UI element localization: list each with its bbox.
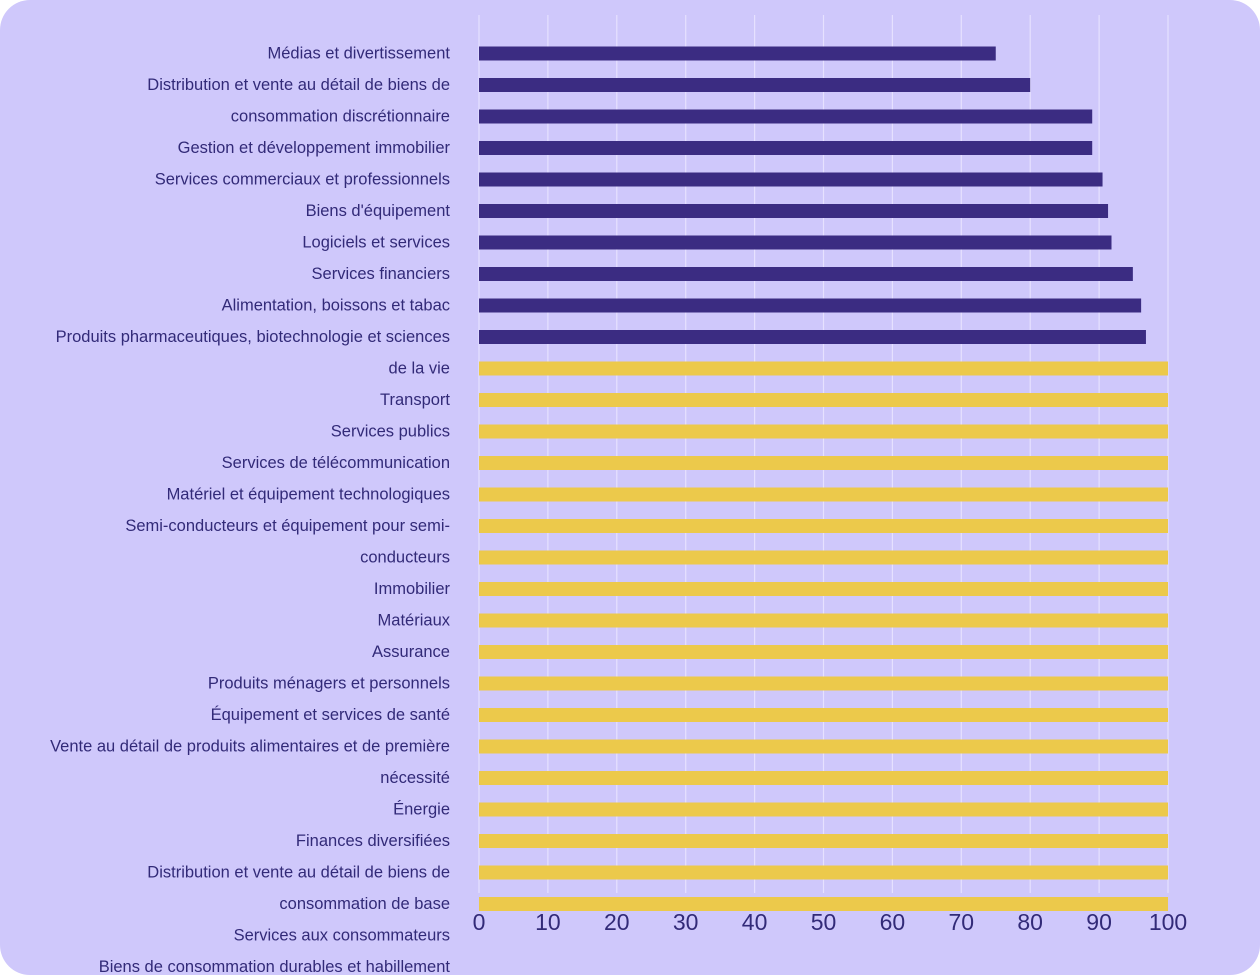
bar-11 <box>479 393 1168 407</box>
bar-15 <box>479 519 1168 533</box>
category-label-12: Services publics <box>331 423 450 441</box>
bar-24 <box>479 802 1168 817</box>
bar-4 <box>479 172 1103 187</box>
category-label-4: Services commerciaux et professionnels <box>155 171 450 189</box>
category-label-9: Produits pharmaceutiques, biotechnologie… <box>56 328 450 346</box>
bar-13 <box>479 456 1168 470</box>
x-tick-label-5: 50 <box>811 909 837 935</box>
bar-27 <box>479 897 1168 911</box>
category-label-18: Matériaux <box>378 612 451 630</box>
category-label-3: Gestion et développement immobilier <box>178 139 451 157</box>
category-label-8: Alimentation, boissons et tabac <box>222 297 450 315</box>
x-tick-label-3: 30 <box>673 909 699 935</box>
bar-20 <box>479 676 1168 691</box>
category-label-17: Immobilier <box>374 580 451 598</box>
x-tick-label-1: 10 <box>535 909 561 935</box>
bar-10 <box>479 361 1168 376</box>
category-label-23: nécessité <box>380 769 450 787</box>
bar-8 <box>479 298 1142 313</box>
category-label-11: Transport <box>380 391 450 409</box>
bar-18 <box>479 613 1168 628</box>
category-label-13: Services de télécommunication <box>222 454 450 472</box>
bar-25 <box>479 834 1168 848</box>
category-label-14: Matériel et équipement technologiques <box>167 486 450 504</box>
bar-23 <box>479 771 1168 785</box>
bar-5 <box>479 204 1109 218</box>
category-label-7: Services financiers <box>312 265 450 283</box>
category-label-2: consommation discrétionnaire <box>231 108 450 126</box>
bar-6 <box>479 235 1112 250</box>
category-label-26: Distribution et vente au détail de biens… <box>147 864 450 882</box>
bar-26 <box>479 865 1168 880</box>
bar-17 <box>479 582 1168 596</box>
bar-1 <box>479 78 1031 92</box>
x-tick-label-7: 70 <box>949 909 975 935</box>
bar-16 <box>479 550 1168 565</box>
category-label-25: Finances diversifiées <box>296 832 450 850</box>
bar-3 <box>479 141 1093 155</box>
category-label-22: Vente au détail de produits alimentaires… <box>50 738 450 756</box>
bar-2 <box>479 109 1093 124</box>
category-label-15: Semi-conducteurs et équipement pour semi… <box>125 517 450 535</box>
x-tick-label-8: 80 <box>1017 909 1043 935</box>
category-label-5: Biens d'équipement <box>306 202 451 220</box>
category-label-19: Assurance <box>372 643 450 661</box>
category-label-0: Médias et divertissement <box>268 45 451 63</box>
category-label-24: Énergie <box>393 800 450 819</box>
bar-19 <box>479 645 1168 659</box>
category-label-6: Logiciels et services <box>302 234 450 252</box>
category-label-1: Distribution et vente au détail de biens… <box>147 76 450 94</box>
category-label-27: consommation de base <box>279 895 450 913</box>
x-tick-label-2: 20 <box>604 909 630 935</box>
bar-0 <box>479 46 996 61</box>
x-tick-label-9: 90 <box>1086 909 1112 935</box>
category-label-21: Équipement et services de santé <box>211 705 450 724</box>
bar-7 <box>479 267 1133 281</box>
category-label-28: Services aux consommateurs <box>234 927 450 945</box>
x-tick-label-4: 40 <box>742 909 768 935</box>
bar-14 <box>479 487 1168 502</box>
category-label-29: Biens de consommation durables et habill… <box>99 958 451 975</box>
category-label-16: conducteurs <box>360 549 450 567</box>
x-tick-label-10: 100 <box>1149 909 1187 935</box>
category-label-10: de la vie <box>389 360 450 378</box>
x-tick-label-0: 0 <box>473 909 486 935</box>
bar-21 <box>479 708 1168 722</box>
bar-22 <box>479 739 1168 754</box>
category-label-20: Produits ménagers et personnels <box>208 675 450 693</box>
x-tick-label-6: 60 <box>880 909 906 935</box>
bar-12 <box>479 424 1168 439</box>
bar-9 <box>479 330 1146 344</box>
